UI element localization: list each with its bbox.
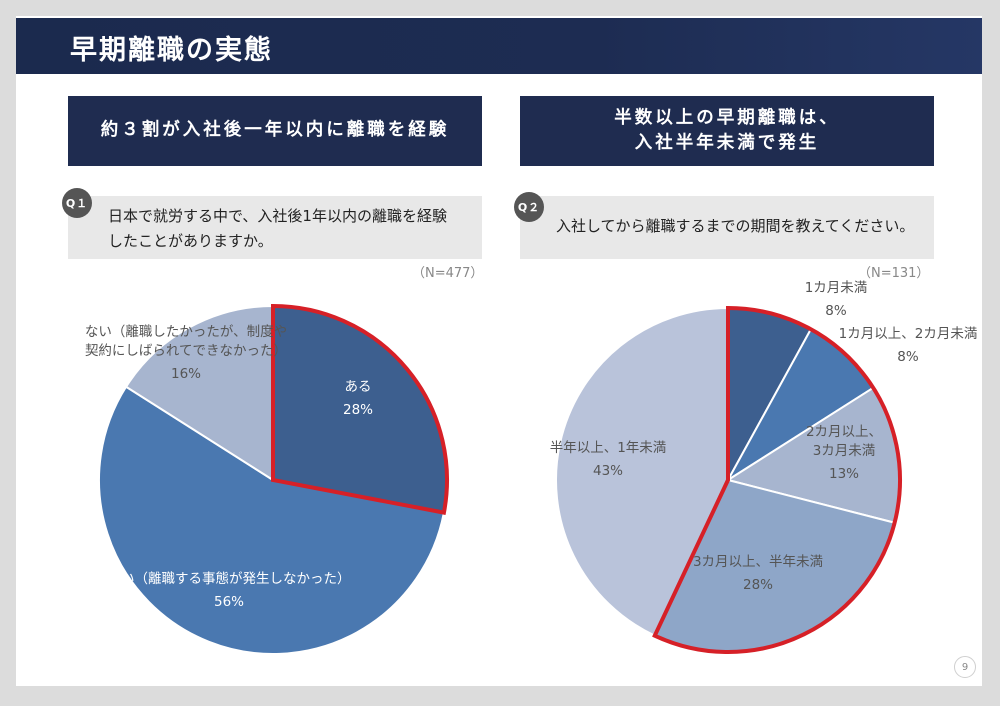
slide: 早期離職の実態 約３割が入社後一年以内に離職を経験 日本で就労する中で、入社後1… — [16, 16, 982, 686]
pie-slice-1-4 — [555, 306, 729, 637]
pie-label-0-2: ない（離職したかったが、制度や契約にしばられてできなかった） 16% — [85, 324, 287, 382]
pie-slice-0-2 — [124, 304, 274, 482]
page-number: 9 — [954, 656, 976, 678]
left-question-badge: Q１ — [62, 188, 92, 218]
pie-label-0-0: ある 28% — [343, 379, 373, 418]
pie-label-0-1: ない（離職する事態が発生しなかった） 56% — [108, 571, 351, 610]
page-title: 早期離職の実態 — [70, 35, 273, 66]
left-sample-size: （N=477） — [412, 266, 484, 281]
right-sample-size: （N=131） — [858, 266, 930, 281]
left-question-text: 日本で就労する中で、入社後1年以内の離職を経験 したことがありますか。 — [108, 207, 447, 250]
pie-label-1-1: 1カ月以上、2カ月未満 8% — [839, 326, 978, 365]
pie-highlight-outline-1 — [652, 305, 902, 654]
right-question-box: 入社してから離職するまでの期間を教えてください。 — [520, 196, 934, 259]
left-headline: 約３割が入社後一年以内に離職を経験 — [68, 96, 482, 166]
pie-label-1-4: 半年以上、1年未満 43% — [550, 440, 667, 479]
left-question-box: 日本で就労する中で、入社後1年以内の離職を経験 したことがありますか。 — [68, 196, 482, 259]
pie-label-1-3: 3カ月以上、半年未満 28% — [693, 554, 823, 593]
pie-label-1-0: 1カ月未満 8% — [805, 280, 868, 319]
right-question-badge: Q２ — [514, 192, 544, 222]
right-question-text: 入社してから離職するまでの期間を教えてください。 — [556, 217, 915, 235]
chart-right-pie: 1カ月未満 8% 1カ月以上、2カ月未満 8% 2カ月以上、 3カ月未満 13% 3カ月以上、… — [550, 280, 978, 654]
chart-left-pie: ある 28% ない（離職する事態が発生しなかった） 56% ない（離職したかったが、制度… — [85, 303, 449, 655]
pie-label-1-2: 2カ月以上、 3カ月未満 13% — [806, 424, 882, 482]
pie-slice-0-1 — [98, 385, 446, 655]
right-headline: 半数以上の早期離職は、 入社半年未満で発生 — [520, 96, 934, 166]
pie-highlight-outline-0 — [271, 303, 449, 515]
page-header: 早期離職の実態 — [16, 18, 982, 74]
